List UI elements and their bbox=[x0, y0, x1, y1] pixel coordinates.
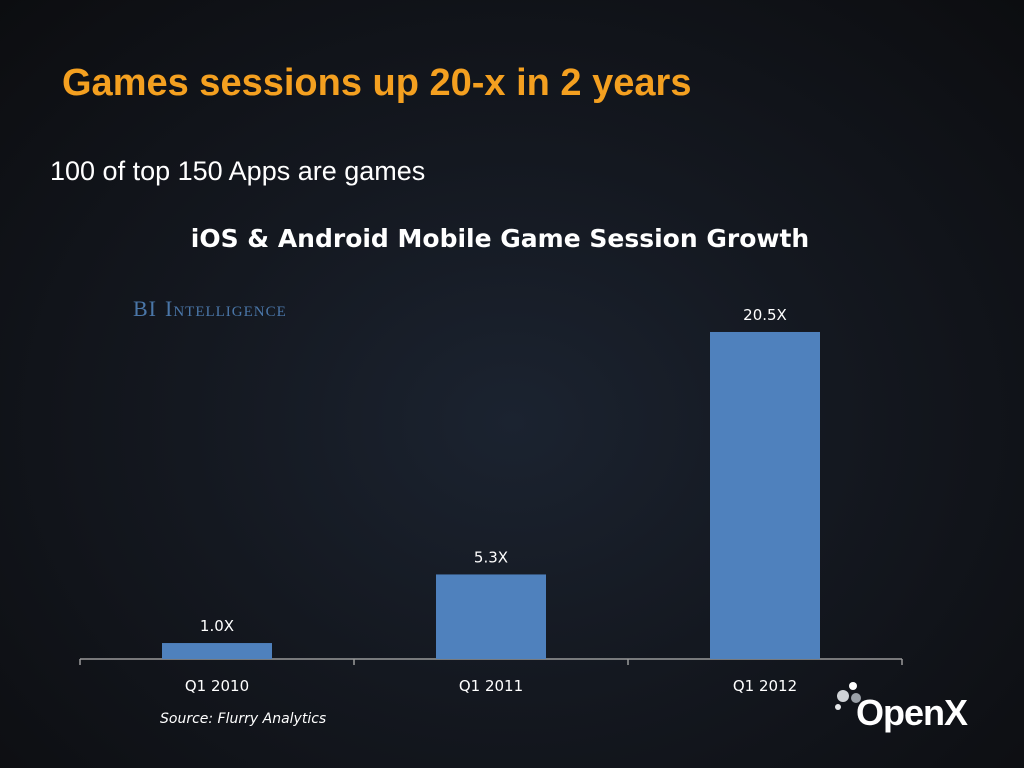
x-tick-label: Q1 2012 bbox=[733, 677, 797, 695]
bi-logo-word: Intelligence bbox=[165, 296, 287, 321]
bi-intelligence-logo: BI Intelligence bbox=[133, 296, 287, 322]
data-label: 5.3X bbox=[474, 548, 508, 566]
openx-logo: OpenX bbox=[832, 680, 982, 740]
bar bbox=[162, 643, 272, 659]
bar bbox=[710, 331, 820, 659]
data-label: 1.0X bbox=[200, 617, 234, 635]
openx-dots-icon bbox=[835, 682, 861, 710]
bi-logo-initials: BI bbox=[133, 296, 157, 321]
source-note: Source: Flurry Analytics bbox=[160, 711, 327, 727]
slide-title: Games sessions up 20-x in 2 years bbox=[62, 62, 692, 104]
data-label: 20.5X bbox=[743, 306, 787, 324]
x-tick-label: Q1 2010 bbox=[185, 677, 249, 695]
bar bbox=[436, 574, 546, 659]
slide-subtitle: 100 of top 150 Apps are games bbox=[50, 156, 426, 186]
x-tick-label: Q1 2011 bbox=[459, 677, 523, 695]
chart-title: iOS & Android Mobile Game Session Growth bbox=[190, 224, 810, 253]
openx-wordmark: OpenX bbox=[856, 692, 968, 733]
